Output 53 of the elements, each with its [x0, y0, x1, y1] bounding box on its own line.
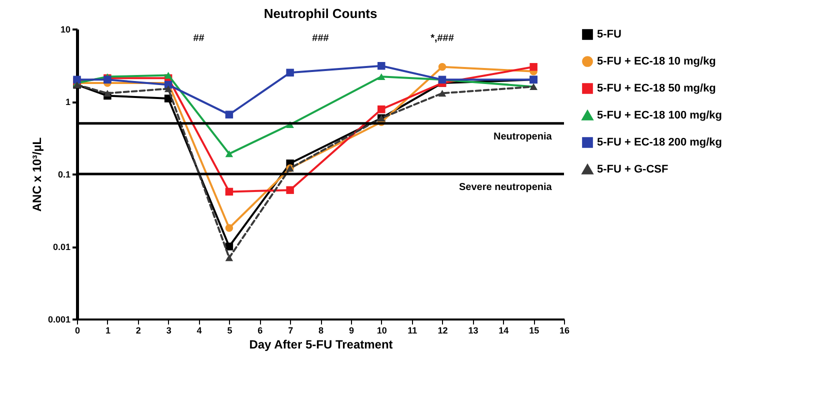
- x-tick-label: 4: [196, 326, 202, 336]
- x-tick-label: 14: [498, 326, 509, 336]
- x-tick-label: 11: [408, 326, 418, 336]
- x-tick-label: 15: [529, 326, 540, 336]
- x-tick-label: 7: [288, 326, 294, 336]
- point: [104, 90, 112, 97]
- y-axis-title: ANC x 10³/µL: [30, 137, 44, 212]
- point: [164, 72, 172, 79]
- ref-line-label: Neutropenia: [493, 131, 552, 142]
- x-tick-label: 12: [438, 326, 448, 336]
- point: [286, 68, 294, 77]
- ref-line-label: Severe neutropenia: [459, 182, 552, 193]
- x-tick-label: 10: [376, 326, 387, 336]
- x-tick-label: 16: [559, 326, 570, 336]
- x-tick-label: 8: [318, 326, 324, 336]
- point: [225, 110, 234, 118]
- point: [378, 62, 386, 70]
- point: [286, 186, 294, 194]
- legend-label: 5-FU + EC-18 10 mg/kg: [597, 56, 716, 68]
- legend-label: 5-FU + EC-18 200 mg/kg: [597, 136, 722, 148]
- legend-label: 5-FU: [597, 28, 622, 40]
- point: [164, 85, 172, 92]
- point: [225, 254, 234, 262]
- x-tick-label: 3: [166, 326, 172, 336]
- legend-label: 5-FU + EC-18 50 mg/kg: [597, 82, 716, 94]
- x-axis-title: Day After 5-FU Treatment: [249, 338, 393, 352]
- y-tick-label: 1: [65, 97, 70, 107]
- x-tick-label: 5: [227, 326, 232, 336]
- x-tick-label: 1: [105, 326, 110, 336]
- annotation: ##: [193, 33, 205, 44]
- annotation: *,###: [430, 33, 454, 44]
- legend-label: 5-FU + EC-18 100 mg/kg: [597, 110, 722, 122]
- point: [378, 73, 386, 80]
- y-tick-label: 10: [60, 24, 70, 34]
- chart-title: Neutrophil Counts: [264, 6, 378, 21]
- x-tick-label: 2: [136, 326, 141, 336]
- y-tick-label: 0.01: [52, 242, 70, 252]
- x-tick-label: 0: [74, 326, 80, 336]
- x-tick-label: 13: [468, 326, 478, 336]
- point: [225, 150, 234, 158]
- legend-label: 5-FU + G-CSF: [597, 164, 668, 176]
- point: [438, 90, 446, 97]
- point: [530, 63, 538, 71]
- x-tick-label: 9: [348, 326, 354, 336]
- point: [225, 224, 234, 232]
- point: [438, 63, 446, 71]
- point: [225, 242, 234, 250]
- point: [225, 188, 234, 196]
- annotation: ###: [312, 33, 330, 44]
- y-tick-label: 0.1: [58, 170, 70, 180]
- x-tick-label: 6: [258, 326, 263, 336]
- point: [378, 105, 386, 114]
- y-tick-label: 0.001: [48, 314, 70, 324]
